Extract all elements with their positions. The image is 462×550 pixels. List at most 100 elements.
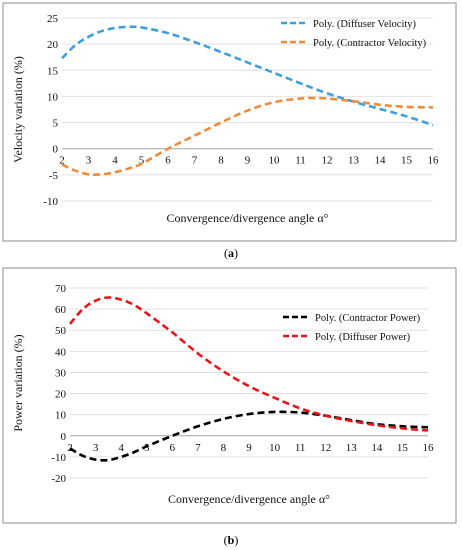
chart-a-x-tick-label: 6 xyxy=(165,155,171,167)
chart-b-data-point xyxy=(145,445,148,448)
chart-b-x-tick-label: 11 xyxy=(295,442,306,454)
chart-a-x-tick-label: 8 xyxy=(218,155,224,167)
chart-a-data-point xyxy=(74,169,77,172)
chart-a-series-line-1 xyxy=(61,25,434,127)
chart-a-data-point xyxy=(114,27,117,30)
chart-b-data-point xyxy=(133,304,136,307)
chart-b-data-point xyxy=(107,296,110,299)
chart-a-data-point xyxy=(405,106,408,109)
chart-b-data-point xyxy=(222,418,225,421)
chart-a-legend-label-2: Poly. (Contractor Velocity) xyxy=(313,38,427,49)
chart-b-y-tick-label: -10 xyxy=(51,452,66,464)
chart-b-x-tick-label: 4 xyxy=(118,442,124,454)
chart-b-data-point xyxy=(273,396,276,399)
chart-b-data-point xyxy=(69,323,72,326)
chart-a-data-point xyxy=(246,61,249,64)
chart-a-data-point xyxy=(405,115,408,118)
chart-b-x-tick-label: 9 xyxy=(246,442,252,454)
chart-a-data-point xyxy=(432,124,435,127)
chart-a-caption-label: a xyxy=(228,246,234,260)
chart-a-y-tick-label: 20 xyxy=(47,39,59,51)
chart-a-data-point xyxy=(432,106,435,109)
chart-b-data-point xyxy=(273,411,276,414)
chart-b-x-tick-label: 8 xyxy=(221,442,227,454)
chart-b-y-tick-label: 40 xyxy=(55,346,67,358)
chart-a-y-axis-label: Velocity variation (%) xyxy=(11,56,25,163)
chart-b-x-tick-label: 14 xyxy=(371,442,383,454)
chart-b-data-point xyxy=(69,447,72,450)
chart-a-data-point xyxy=(299,97,302,100)
chart-a-x-tick-label: 9 xyxy=(245,155,251,167)
chart-b-y-tick-label: 50 xyxy=(55,325,67,337)
chart-b-svg: -20 -10 0 10 20 30 40 50 60 70 2 3 4 5 6 7 8 9 10 11 12 13 14 1… xyxy=(2,267,457,524)
chart-a-series-line-2 xyxy=(61,96,434,176)
chart-a-data-point xyxy=(273,72,276,75)
chart-a-x-tick-label: 15 xyxy=(401,155,413,167)
chart-panel-b: -20 -10 0 10 20 30 40 50 60 70 2 3 4 5 6 7 8 9 10 11 12 13 14 1… xyxy=(0,265,462,550)
chart-b-x-tick-label: 3 xyxy=(93,442,99,454)
chart-a-x-tick-label: 2 xyxy=(59,155,65,167)
chart-a-x-tick-label: 4 xyxy=(112,155,118,167)
chart-a-y-tick-label: -5 xyxy=(49,170,59,182)
chart-a-data-point xyxy=(61,163,64,166)
chart-b-caption-close: ) xyxy=(234,533,239,547)
chart-a-data-point xyxy=(312,97,315,100)
chart-b-data-point xyxy=(401,427,404,430)
chart-a-data-point xyxy=(87,36,90,39)
chart-b-data-point xyxy=(197,352,200,355)
chart-a-x-tick-label: 14 xyxy=(375,155,387,167)
chart-b-y-tick-label: 60 xyxy=(55,304,67,316)
chart-b-data-point xyxy=(120,298,123,301)
chart-b-y-tick-label: 20 xyxy=(55,389,67,401)
chart-a-x-tick-label: 3 xyxy=(86,155,92,167)
chart-b-data-point xyxy=(94,299,97,302)
chart-b-data-point xyxy=(248,385,251,388)
chart-b-data-point xyxy=(299,407,302,410)
chart-b-data-point xyxy=(81,308,84,311)
chart-b-data-point xyxy=(222,370,225,373)
chart-a-data-point xyxy=(299,82,302,85)
chart-a-legend-label-1: Poly. (Diffuser Velocity) xyxy=(313,19,417,30)
chart-b-data-point xyxy=(133,451,136,454)
chart-b-x-tick-label: 7 xyxy=(195,442,201,454)
chart-b-x-tick-label: 15 xyxy=(397,442,409,454)
chart-a-data-point xyxy=(74,44,77,47)
chart-b-x-tick-label: 13 xyxy=(346,442,358,454)
chart-b-data-point xyxy=(171,434,174,437)
chart-a-data-point xyxy=(193,41,196,44)
chart-b-y-tick-label: -20 xyxy=(51,473,66,485)
chart-b-data-point xyxy=(427,426,430,429)
chart-a-data-point xyxy=(246,109,249,112)
chart-b-caption: (b) xyxy=(0,533,462,548)
chart-a-x-tick-label: 16 xyxy=(428,155,440,167)
chart-b-x-tick-label: 6 xyxy=(170,442,176,454)
chart-a-data-point xyxy=(326,97,329,100)
chart-a-x-tick-label: 5 xyxy=(139,155,145,167)
chart-a-x-tick-label: 7 xyxy=(192,155,198,167)
chart-a-data-point xyxy=(167,32,170,35)
chart-a-x-tick-label: 13 xyxy=(348,155,360,167)
chart-b-x-tick-label: 2 xyxy=(67,442,73,454)
chart-a-data-point xyxy=(379,108,382,111)
chart-b-data-point xyxy=(120,456,123,459)
chart-b-data-point xyxy=(81,455,84,458)
chart-b-x-tick-label: 10 xyxy=(269,442,281,454)
chart-b-y-tick-label: 10 xyxy=(55,410,67,422)
chart-a-x-tick-label: 11 xyxy=(295,155,306,167)
chart-b-y-tick-label: 30 xyxy=(55,367,67,379)
chart-b-data-point xyxy=(248,413,251,416)
chart-b-series-line-2 xyxy=(69,296,429,432)
chart-b-data-point xyxy=(376,424,379,427)
chart-a-caption-close: ) xyxy=(234,246,238,260)
chart-a-data-point xyxy=(100,30,103,33)
chart-a-y-tick-label: 10 xyxy=(47,91,59,103)
chart-b-x-tick-label: 12 xyxy=(320,442,331,454)
chart-b-y-axis-label: Power variation (%) xyxy=(11,334,25,431)
chart-b-x-axis-label: Convergence/divergence angle α° xyxy=(168,492,330,506)
chart-a-x-tick-label: 10 xyxy=(269,155,281,167)
chart-a-data-point xyxy=(220,121,223,124)
chart-a-x-tick-label: 12 xyxy=(322,155,333,167)
chart-a-data-point xyxy=(193,134,196,137)
chart-b-data-point xyxy=(94,458,97,461)
chart-a-y-tick-label: -10 xyxy=(43,196,58,208)
